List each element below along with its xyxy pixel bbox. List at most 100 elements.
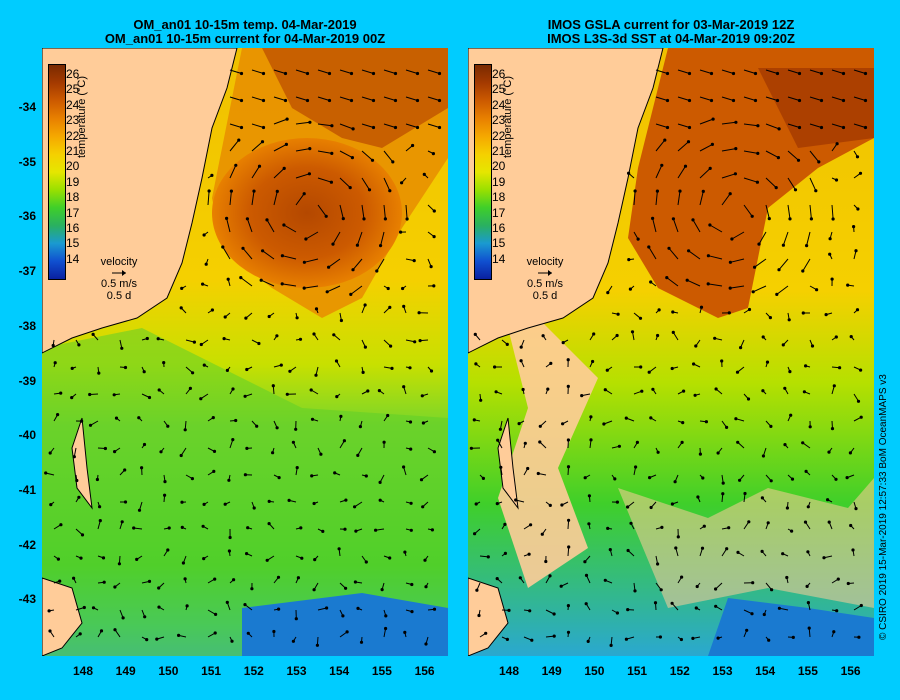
velocity-arrow-head: [260, 140, 265, 144]
velocity-arrow: [677, 123, 690, 128]
velocity-arrow-head: [822, 556, 826, 560]
velocity-arrow-head: [849, 335, 853, 339]
velocity-arrow-head: [155, 637, 159, 641]
tasmania-coast: [468, 577, 509, 656]
velocity-arrow-head: [802, 390, 806, 394]
velocity-arrow-head: [319, 452, 323, 456]
colorbar-tick-label: 18: [492, 190, 506, 205]
velocity-arrow-head: [163, 493, 167, 497]
velocity-arrow-head: [657, 308, 661, 312]
velocity-arrow-head: [739, 346, 743, 350]
velocity-arrow-head: [528, 609, 532, 613]
velocity-arrow-head: [831, 217, 835, 221]
velocity-arrow-head: [207, 189, 211, 193]
velocity-arrow: [743, 150, 758, 154]
velocity-arrow-head: [117, 562, 121, 566]
velocity-arrow-head: [145, 638, 149, 642]
velocity-arrow-head: [437, 125, 442, 130]
velocity-arrow-head: [523, 441, 527, 445]
velocity-arrow-head: [830, 427, 835, 431]
velocity-arrow: [743, 177, 758, 183]
velocity-arrow-head: [693, 393, 697, 397]
velocity-arrow: [730, 285, 745, 289]
velocity-arrow-head: [648, 476, 652, 480]
left-title-line2: OM_an01 10-15m current for 04-Mar-2019 0…: [104, 31, 386, 46]
velocity-arrow-head: [507, 608, 511, 613]
velocity-arrow-head: [819, 98, 824, 103]
velocity-arrow-head: [378, 498, 382, 502]
velocity-arrow-head: [751, 290, 755, 294]
velocity-arrow-head: [503, 522, 507, 526]
velocity-arrow-head: [291, 440, 295, 444]
velocity-arrow-head: [561, 422, 565, 426]
velocity-arrow: [831, 96, 844, 101]
velocity-arrow-head: [859, 368, 863, 372]
colorbar-tick-label: 26: [492, 67, 506, 81]
satellite-sst-map[interactable]: 26 25 24 23 22 21 20 19 18 17 16 15 14 temperature (…: [468, 48, 874, 656]
velocity-arrow: [251, 141, 263, 152]
velocity-arrow-head: [469, 446, 473, 450]
velocity-arrow-head: [166, 424, 170, 428]
velocity-arrow-head: [223, 502, 227, 506]
velocity-arrow-head: [339, 318, 343, 323]
velocity-arrow-head: [819, 125, 824, 130]
velocity-arrow-head: [743, 491, 747, 496]
latitude-label: -38: [18, 318, 36, 333]
velocity-arrow-head: [330, 124, 334, 128]
velocity-arrow: [721, 121, 736, 125]
velocity-arrow-head: [665, 71, 670, 76]
velocity-arrow-head: [350, 156, 354, 160]
velocity-arrow-head: [356, 606, 360, 611]
velocity-arrow-head: [420, 394, 424, 398]
velocity-arrow-head: [761, 335, 765, 339]
velocity-arrow-head: [239, 98, 244, 103]
velocity-arrow-head: [285, 117, 289, 121]
velocity-arrow: [787, 123, 800, 128]
velocity-arrow-head: [98, 519, 102, 523]
velocity-arrow-head: [734, 417, 738, 421]
velocity-arrow-head: [120, 346, 124, 350]
velocity-arrow-head: [503, 551, 507, 555]
velocity-arrow-head: [700, 546, 705, 550]
velocity-arrow-head: [835, 609, 839, 613]
velocity-arrow-head: [674, 546, 678, 550]
colorbar-tick-label: 17: [492, 205, 506, 220]
velocity-arrow-head: [95, 477, 99, 482]
velocity-arrow: [699, 191, 704, 206]
velocity-arrow: [699, 143, 713, 152]
velocity-arrow-head: [474, 362, 478, 366]
velocity-arrow-head: [704, 420, 708, 424]
velocity-arrow: [699, 168, 711, 179]
velocity-arrow-head: [230, 639, 234, 643]
velocity-arrow-head: [261, 71, 266, 76]
velocity-arrow-head: [142, 442, 147, 447]
velocity-arrow-head: [801, 311, 805, 315]
colorbar-tick-label: 14: [66, 251, 80, 266]
right-panel-title: IMOS GSLA current for 03-Mar-2019 12Z IM…: [468, 18, 874, 46]
velocity-arrow-head: [302, 260, 306, 264]
velocity-arrow: [806, 231, 811, 246]
velocity-arrow-head: [294, 617, 298, 621]
longitude-label: 150: [158, 664, 179, 678]
velocity-arrow-head: [114, 416, 119, 420]
velocity-arrow-head: [180, 500, 184, 504]
velocity-arrow-head: [767, 638, 771, 642]
velocity-arrow-head: [325, 290, 329, 294]
velocity-arrow: [758, 231, 767, 245]
longitude-label: 156: [840, 664, 861, 678]
velocity-arrow-head: [241, 246, 245, 250]
velocity-arrow-head: [288, 369, 292, 373]
velocity-arrow: [251, 165, 260, 179]
velocity-arrow: [765, 150, 779, 159]
model-temperature-map[interactable]: 26 25 24 23 22 21 20 19 18 17 16 15 14 temperature (…: [42, 48, 448, 656]
velocity-arrow-head: [379, 244, 383, 248]
velocity-arrow-head: [781, 343, 785, 347]
velocity-arrow-head: [312, 588, 316, 592]
velocity-arrow-head: [280, 282, 284, 286]
velocity-arrow-head: [696, 495, 700, 499]
velocity-arrow: [282, 283, 297, 287]
velocity-arrow-head: [651, 387, 655, 391]
colorbar-tick-label: 16: [66, 221, 80, 235]
velocity-arrow-head: [388, 189, 392, 193]
velocity-arrow-head: [99, 629, 104, 633]
